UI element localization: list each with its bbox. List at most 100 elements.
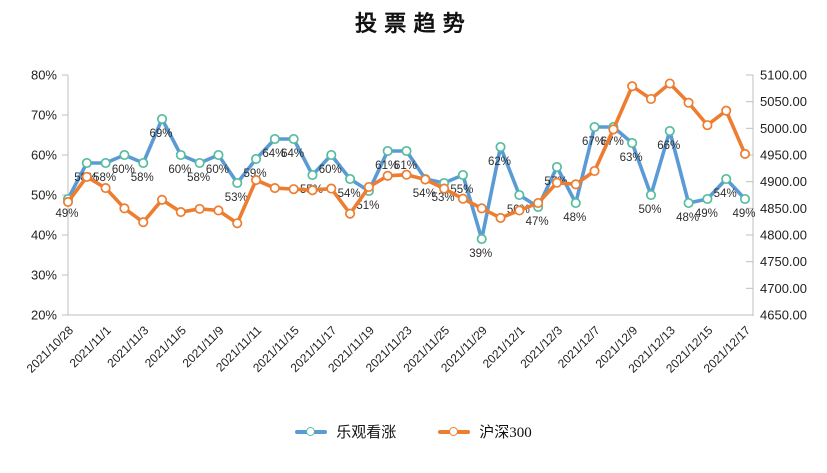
csi300-data-point-marker — [288, 184, 299, 195]
bullish-data-label: 49% — [732, 208, 755, 220]
bullish-data-label: 60% — [206, 164, 229, 176]
csi300-data-point-marker — [627, 81, 638, 92]
csi300-data-point-marker — [570, 179, 581, 190]
bullish-data-point-marker — [138, 157, 149, 169]
bullish-data-label: 54% — [338, 188, 361, 200]
csi300-data-point-marker — [439, 183, 450, 194]
bullish-data-point-marker — [175, 149, 186, 161]
csi300-data-point-marker — [608, 124, 619, 135]
bullish-data-point-marker — [269, 133, 280, 145]
bullish-data-point-marker — [739, 193, 751, 205]
bullish-data-label: 53% — [432, 192, 455, 204]
csi300-data-point-marker — [232, 218, 243, 229]
csi300-data-point-marker — [100, 183, 111, 194]
bullish-data-label: 69% — [150, 128, 173, 140]
csi300-data-point-marker — [119, 203, 130, 214]
right-axis-tick-label: 4800.00 — [760, 228, 807, 243]
csi300-data-point-marker — [401, 169, 412, 180]
bullish-data-point-marker — [345, 173, 356, 185]
left-axis-tick-label: 70% — [31, 108, 57, 123]
csi300-data-point-marker — [382, 170, 393, 181]
bullish-data-point-marker — [457, 169, 468, 181]
bullish-data-label: 49% — [695, 208, 718, 220]
bullish-data-label: 66% — [657, 140, 680, 152]
bullish-data-point-marker — [326, 149, 337, 161]
bullish-data-label: 51% — [356, 200, 379, 212]
bullish-data-point-marker — [382, 145, 393, 157]
bullish-data-point-marker — [401, 145, 412, 157]
bullish-data-label: 48% — [563, 212, 586, 224]
left-axis-tick-label: 30% — [31, 268, 57, 283]
csi300-data-point-marker — [589, 165, 600, 177]
legend-item-bullish: 乐观看涨 — [295, 421, 396, 442]
csi300-data-point-marker — [363, 181, 374, 193]
bullish-data-point-marker — [119, 149, 130, 161]
csi300-data-point-marker — [138, 217, 149, 228]
csi300-data-point-marker — [194, 203, 205, 214]
bullish-data-point-marker — [551, 161, 562, 173]
bullish-data-point-marker — [664, 125, 675, 137]
bullish-data-point-marker — [589, 121, 600, 133]
chart-legend: 乐观看涨 沪深300 — [0, 421, 827, 442]
csi300-data-point-marker — [514, 205, 525, 216]
bullish-data-point-marker — [100, 157, 111, 169]
bullish-data-label: 64% — [262, 148, 285, 160]
bullish-data-label: 62% — [488, 156, 511, 168]
left-axis-tick-label: 60% — [31, 148, 57, 163]
bullish-data-label: 64% — [281, 148, 304, 160]
bullish-data-label: 60% — [168, 164, 191, 176]
bullish-data-point-marker — [645, 189, 657, 201]
csi300-data-point-marker — [664, 78, 675, 89]
csi300-data-point-marker — [457, 193, 468, 204]
bullish-data-label: 49% — [55, 208, 78, 220]
legend-label-bullish: 乐观看涨 — [336, 425, 397, 441]
bullish-data-point-marker — [251, 153, 262, 165]
csi300-data-point-marker — [551, 177, 562, 188]
right-axis-tick-label: 4850.00 — [760, 201, 807, 216]
bullish-data-point-marker — [702, 193, 713, 205]
csi300-data-point-marker — [307, 185, 318, 196]
bullish-data-label: 61% — [375, 160, 398, 172]
bullish-data-label: 53% — [225, 192, 248, 204]
csi300-legend-marker-icon — [438, 427, 471, 437]
csi300-data-point-marker — [62, 196, 74, 207]
bullish-data-point-marker — [307, 169, 318, 181]
csi300-data-point-marker — [251, 175, 262, 186]
bullish-data-point-marker — [570, 197, 581, 209]
left-axis-tick-label: 40% — [31, 228, 57, 243]
legend-label-csi300: 沪深300 — [479, 425, 532, 441]
bullish-data-label: 58% — [131, 172, 154, 184]
bullish-data-label: 50% — [638, 204, 661, 216]
right-axis-tick-label: 5000.00 — [760, 121, 807, 136]
csi300-data-point-marker — [739, 148, 751, 159]
bullish-data-point-marker — [81, 157, 92, 169]
bullish-data-label: 60% — [112, 164, 135, 176]
bullish-data-label: 59% — [244, 168, 267, 180]
bullish-data-label: 54% — [413, 188, 436, 200]
bullish-legend-marker-icon — [295, 427, 328, 437]
bullish-data-label: 63% — [620, 152, 643, 164]
bullish-data-point-marker — [232, 177, 243, 189]
bullish-data-label: 58% — [93, 172, 116, 184]
bullish-data-point-marker — [156, 113, 168, 125]
legend-item-csi300: 沪深300 — [438, 421, 532, 442]
bullish-data-point-marker — [683, 197, 694, 209]
left-axis-tick-label: 20% — [31, 308, 57, 323]
csi300-data-point-marker — [213, 205, 224, 216]
csi300-data-point-marker — [476, 203, 487, 214]
left-axis-tick-label: 80% — [31, 68, 57, 83]
csi300-data-point-marker — [269, 183, 280, 194]
csi300-data-point-marker — [420, 174, 431, 185]
right-axis-tick-label: 4900.00 — [760, 174, 807, 189]
bullish-data-label: 60% — [319, 164, 342, 176]
right-axis-tick-label: 5100.00 — [760, 68, 807, 83]
right-axis-tick-label: 5050.00 — [760, 94, 807, 109]
csi300-data-point-marker — [533, 197, 544, 209]
bullish-data-label: 48% — [676, 212, 699, 224]
right-axis-tick-label: 4700.00 — [760, 281, 807, 296]
csi300-data-point-marker — [156, 194, 168, 205]
right-axis-tick-label: 4750.00 — [760, 254, 807, 269]
csi300-data-point-marker — [81, 171, 92, 182]
